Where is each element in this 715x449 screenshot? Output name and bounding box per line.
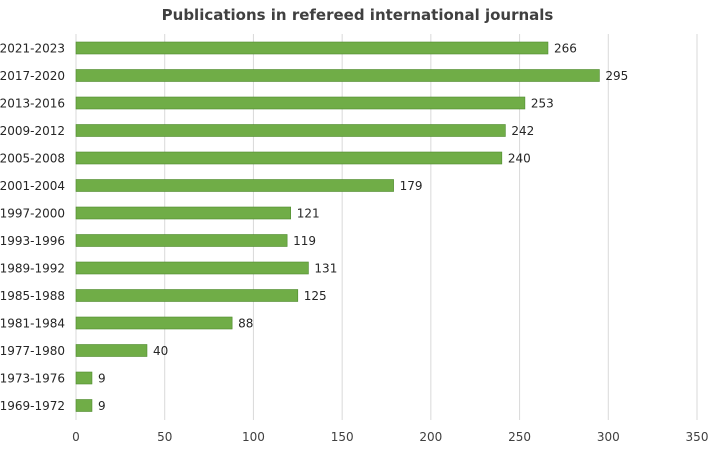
x-tick-label: 0	[72, 430, 80, 444]
x-tick-label: 300	[597, 430, 620, 444]
category-label: 2013-2016	[0, 97, 65, 111]
data-label: 240	[508, 152, 531, 166]
category-label: 1997-2000	[0, 207, 65, 221]
data-label: 179	[400, 179, 423, 193]
x-tick-label: 250	[508, 430, 531, 444]
bar	[75, 96, 526, 110]
bar	[75, 316, 233, 330]
category-label: 1981-1984	[0, 317, 65, 331]
bar	[75, 41, 549, 55]
category-label: 2001-2004	[0, 179, 65, 193]
bar	[75, 399, 93, 412]
data-label: 40	[153, 344, 168, 358]
bar	[75, 344, 148, 357]
data-label: 253	[531, 97, 554, 111]
category-label: 1969-1972	[0, 399, 65, 413]
chart-title: Publications in refereed international j…	[161, 6, 554, 24]
x-tick-label: 100	[242, 430, 265, 444]
data-label: 131	[314, 262, 337, 276]
bar	[75, 206, 291, 220]
x-tick-label: 50	[157, 430, 172, 444]
category-label: 1993-1996	[0, 234, 65, 248]
category-label: 2009-2012	[0, 124, 65, 138]
bar	[75, 261, 309, 275]
bar	[75, 179, 394, 192]
category-label: 1989-1992	[0, 262, 65, 276]
data-label: 9	[98, 372, 106, 386]
data-label: 88	[238, 317, 253, 331]
bar	[75, 289, 299, 302]
bar	[75, 69, 600, 82]
data-label: 242	[511, 124, 534, 138]
category-label: 2005-2008	[0, 152, 65, 166]
x-tick-label: 200	[419, 430, 442, 444]
data-label: 266	[554, 42, 577, 56]
data-label: 121	[297, 207, 320, 221]
category-label: 1985-1988	[0, 289, 65, 303]
category-label: 2017-2020	[0, 69, 65, 83]
data-label: 125	[304, 289, 327, 303]
data-label: 119	[293, 234, 316, 248]
data-label: 295	[605, 69, 628, 83]
bar	[75, 234, 288, 247]
data-label: 9	[98, 399, 106, 413]
category-label: 1973-1976	[0, 372, 65, 386]
category-label: 2021-2023	[0, 42, 65, 56]
bar	[75, 151, 503, 165]
x-tick-label: 150	[331, 430, 354, 444]
x-tick-label: 350	[686, 430, 709, 444]
category-label: 1977-1980	[0, 344, 65, 358]
bar	[75, 124, 506, 137]
bar	[75, 371, 93, 385]
